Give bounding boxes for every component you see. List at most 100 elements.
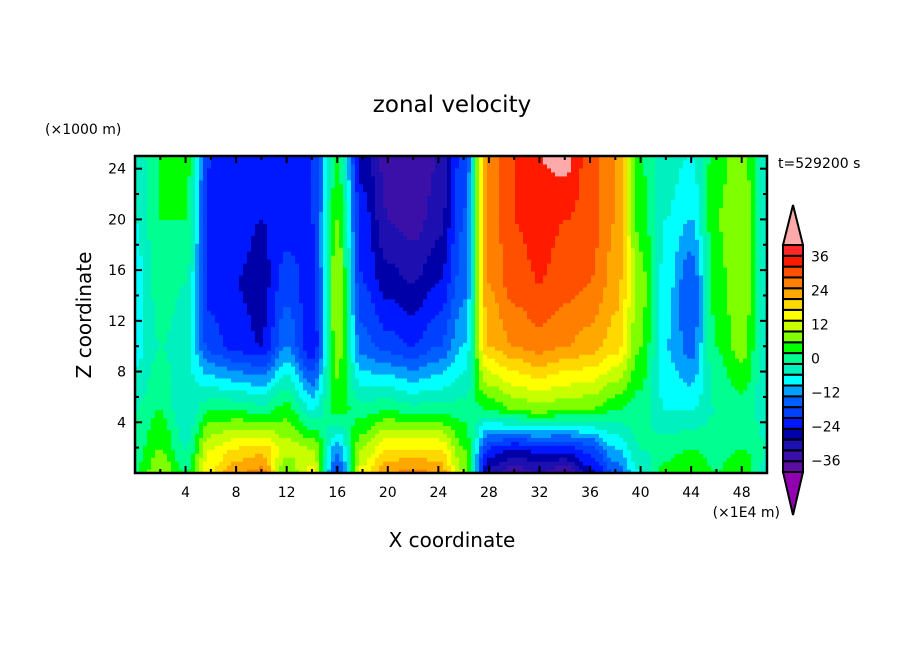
- field-cell: [347, 469, 352, 474]
- field-cell: [603, 389, 608, 395]
- field-cell: [655, 449, 660, 454]
- field-cell: [499, 461, 504, 466]
- field-cell: [607, 397, 612, 403]
- field-cell: [535, 457, 540, 462]
- field-cell: [627, 433, 632, 438]
- field-cell: [503, 449, 508, 454]
- field-cell: [135, 354, 140, 359]
- field-cell: [403, 437, 408, 442]
- field-cell: [255, 469, 260, 474]
- field-cell: [483, 389, 488, 395]
- field-cell: [523, 429, 528, 434]
- field-cell: [195, 362, 200, 367]
- field-cell: [471, 405, 476, 411]
- field-cell: [243, 413, 248, 419]
- field-cell: [195, 449, 200, 454]
- field-cell: [763, 389, 768, 395]
- field-cell: [519, 469, 524, 474]
- field-cell: [331, 409, 336, 415]
- field-cell: [251, 437, 256, 442]
- field-cell: [387, 421, 392, 427]
- field-cell: [327, 377, 332, 383]
- field-cell: [595, 366, 600, 371]
- field-cell: [619, 457, 624, 462]
- field-cell: [763, 457, 768, 462]
- field-cell: [427, 405, 432, 411]
- field-cell: [215, 369, 220, 375]
- field-cell: [615, 366, 620, 371]
- field-cell: [207, 354, 212, 359]
- field-cell: [439, 385, 444, 391]
- field-cell: [427, 373, 432, 379]
- field-cell: [599, 377, 604, 383]
- field-cell: [623, 405, 628, 411]
- field-cell: [347, 393, 352, 399]
- field-cell: [323, 397, 328, 403]
- field-cell: [339, 433, 344, 438]
- field-cell: [183, 449, 188, 454]
- field-cell: [691, 449, 696, 454]
- field-cell: [355, 346, 360, 351]
- field-cell: [603, 362, 608, 367]
- field-cell: [271, 354, 276, 359]
- field-cell: [691, 405, 696, 411]
- field-cell: [255, 389, 260, 395]
- field-cell: [251, 358, 256, 363]
- field-cell: [339, 441, 344, 446]
- field-cell: [695, 362, 700, 367]
- field-cell: [435, 437, 440, 442]
- field-cell: [383, 445, 388, 450]
- field-cell: [639, 437, 644, 442]
- field-cell: [687, 469, 692, 474]
- field-cell: [295, 401, 300, 407]
- field-cell: [759, 429, 764, 434]
- field-cell: [539, 465, 544, 470]
- field-cell: [399, 465, 404, 470]
- field-cell: [211, 449, 216, 454]
- field-cell: [135, 397, 140, 403]
- field-cell: [523, 358, 528, 363]
- field-cell: [759, 469, 764, 474]
- field-cell: [159, 377, 164, 383]
- field-cell: [287, 433, 292, 438]
- field-cell: [483, 401, 488, 407]
- field-cell: [735, 373, 740, 379]
- field-cell: [535, 441, 540, 446]
- field-cell: [575, 350, 580, 355]
- field-cell: [575, 453, 580, 458]
- field-cell: [331, 417, 336, 423]
- field-cell: [255, 369, 260, 375]
- field-cell: [215, 401, 220, 407]
- field-cell: [687, 449, 692, 454]
- field-cell: [527, 413, 532, 419]
- field-cell: [747, 465, 752, 470]
- field-cell: [575, 441, 580, 446]
- field-cell: [755, 397, 760, 403]
- field-cell: [559, 457, 564, 462]
- field-cell: [215, 445, 220, 450]
- field-cell: [551, 409, 556, 415]
- field-cell: [615, 405, 620, 411]
- field-cell: [563, 441, 568, 446]
- field-cell: [211, 373, 216, 379]
- field-cell: [355, 381, 360, 387]
- field-cell: [535, 405, 540, 411]
- field-cell: [247, 469, 252, 474]
- field-cell: [279, 417, 284, 423]
- field-cell: [631, 350, 636, 355]
- field-cell: [287, 346, 292, 351]
- field-cell: [647, 449, 652, 454]
- field-cell: [467, 369, 472, 375]
- field-cell: [659, 417, 664, 423]
- field-cell: [299, 389, 304, 395]
- field-cell: [559, 366, 564, 371]
- field-cell: [671, 385, 676, 391]
- field-cell: [231, 366, 236, 371]
- field-cell: [695, 389, 700, 395]
- field-cell: [383, 417, 388, 423]
- field-cell: [187, 461, 192, 466]
- field-cell: [287, 449, 292, 454]
- field-cell: [743, 449, 748, 454]
- field-cell: [755, 433, 760, 438]
- field-cell: [627, 362, 632, 367]
